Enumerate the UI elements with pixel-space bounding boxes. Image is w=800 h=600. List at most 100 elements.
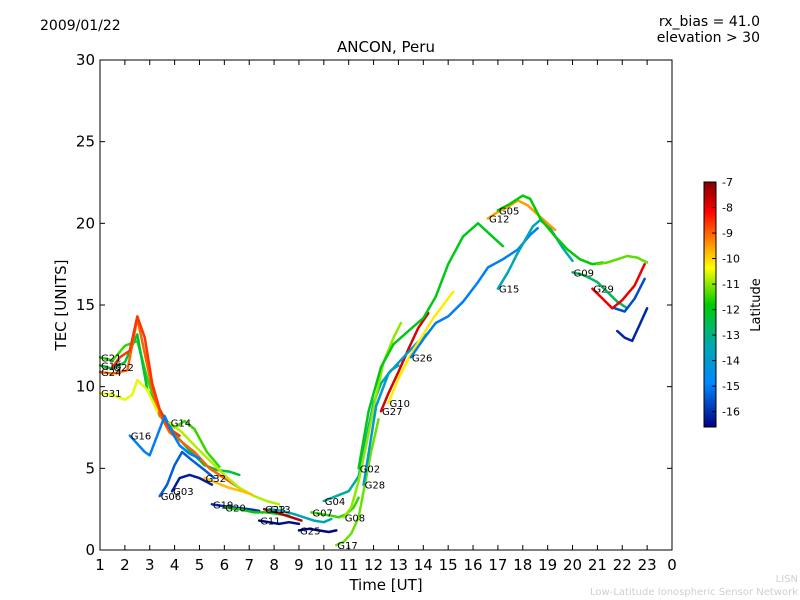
x-tick-label: 7	[244, 556, 254, 574]
series-label-g21: G21	[101, 353, 121, 364]
elevation-text: elevation > 30	[656, 30, 760, 46]
series-line-g25	[297, 527, 338, 534]
series-label-g12: G12	[489, 214, 509, 225]
date-label: 2009/01/22	[40, 18, 121, 34]
chart-title: ANCON, Peru	[337, 38, 435, 56]
rx-bias-text: rx_bias = 41.0	[658, 14, 760, 30]
x-tick-label: 15	[439, 556, 458, 574]
y-tick-label: 10	[76, 378, 95, 396]
colorbar-tick-label: -16	[722, 406, 740, 419]
series-line-g11	[257, 519, 301, 526]
colorbar-label: Latitude	[749, 278, 764, 332]
colorbar-tick-label: -12	[722, 304, 740, 317]
series-line-g16	[128, 414, 201, 460]
series-line-g05	[496, 194, 604, 266]
colorbar-tick-label: -15	[722, 380, 740, 393]
series-label-g02: G02	[360, 464, 380, 475]
series-label-g06: G06	[161, 492, 181, 503]
colorbar-tick-label: -10	[722, 253, 740, 266]
series-label-g18: G18	[101, 361, 121, 372]
series-line-g32	[203, 476, 253, 496]
x-tick-label: 20	[563, 556, 582, 574]
bias-label: rx_bias = 41.0 elevation > 30	[657, 14, 760, 46]
series-label-g22: G22	[113, 363, 133, 374]
y-axis: 0 5 10 15 20 25 30	[76, 51, 672, 559]
x-axis-label: Time [UT]	[348, 576, 422, 594]
x-tick-label: 12	[364, 556, 383, 574]
x-tick-label: 13	[389, 556, 408, 574]
x-tick-label: 1	[95, 556, 105, 574]
series-label-g16: G16	[131, 432, 151, 443]
colorbar-tick-label: -7	[722, 176, 733, 189]
x-tick-label: 16	[463, 556, 482, 574]
series-line-g08	[342, 321, 403, 519]
y-tick-label: 5	[85, 459, 95, 477]
series-line-g07	[310, 496, 360, 519]
x-tick-label: 3	[145, 556, 155, 574]
colorbar-tick-label: -11	[722, 278, 740, 291]
series-line-unlabeled-30	[596, 254, 649, 266]
series-line-g13	[267, 507, 333, 524]
x-tick-label: 5	[195, 556, 205, 574]
colorbar-tick-label: -13	[722, 329, 740, 342]
series-label-g04: G04	[325, 497, 345, 508]
y-tick-label: 0	[85, 541, 95, 559]
series-label-g08: G08	[345, 513, 365, 524]
series-line-g29	[591, 262, 646, 310]
series-label-g27: G27	[382, 407, 402, 418]
x-tick-label: 8	[269, 556, 279, 574]
y-tick-label: 20	[76, 214, 95, 232]
x-axis: 1 2 3 4 5 6 7 8 9 10 11 12 13 14 15 16 17 18 19 20 21 22 23 0	[95, 60, 677, 574]
y-tick-label: 25	[76, 133, 95, 151]
series-label-g26: G26	[412, 353, 432, 364]
series-label-g07: G07	[312, 508, 332, 519]
series-label-g29: G29	[593, 285, 613, 296]
footer-credit: LISN Low-Latitude Ionospheric Sensor Net…	[590, 573, 798, 599]
series-line-g06	[158, 450, 216, 498]
y-tick-label: 30	[76, 51, 95, 69]
series-label-g32: G32	[206, 474, 226, 485]
x-tick-label: 14	[414, 556, 433, 574]
series-line-g02	[357, 222, 505, 470]
colorbar-tick-label: -9	[722, 227, 733, 240]
x-tick-label: 11	[339, 556, 358, 574]
colorbar-ticks: -7 -8 -9 -10 -11 -12 -13 -14 -15 -16	[712, 176, 740, 419]
series-label-g25: G25	[300, 526, 320, 537]
x-tick-label: 10	[314, 556, 333, 574]
series-layer	[98, 194, 649, 547]
series-label-g28: G28	[365, 481, 385, 492]
x-tick-label: 17	[488, 556, 507, 574]
series-label-g13: G13	[270, 505, 290, 516]
x-tick-label: 6	[220, 556, 230, 574]
series-line-g04	[322, 364, 400, 503]
colorbar-tick-label: -14	[722, 355, 740, 368]
series-line-unlabeled-31	[613, 277, 646, 313]
series-line-g24	[98, 316, 241, 490]
series-label-g15: G15	[499, 285, 519, 296]
series-line-g27	[379, 311, 430, 413]
x-tick-label: 9	[294, 556, 304, 574]
x-tick-label: 22	[613, 556, 632, 574]
x-tick-label: 19	[538, 556, 557, 574]
x-tick-label: 21	[588, 556, 607, 574]
y-tick-label: 15	[76, 296, 95, 314]
series-line-g17	[335, 418, 380, 547]
series-label-g11: G11	[260, 517, 280, 528]
x-tick-label: 23	[638, 556, 657, 574]
x-tick-label: 2	[120, 556, 130, 574]
y-axis-label: TEC [UNITS]	[52, 260, 70, 352]
series-label-g23: G23	[265, 505, 285, 516]
colorbar	[703, 181, 717, 428]
footer-line-1: LISN	[775, 574, 798, 585]
x-tick-label: 0	[667, 556, 677, 574]
series-label-g19: G19	[213, 500, 233, 511]
x-tick-label: 4	[170, 556, 180, 574]
series-line-unlabeled-32	[616, 307, 649, 343]
series-label-g09: G09	[574, 268, 594, 279]
series-label-g14: G14	[171, 419, 191, 430]
series-line-g14	[168, 421, 281, 506]
series-label-g05: G05	[499, 206, 519, 217]
series-label-g10: G10	[390, 399, 410, 410]
